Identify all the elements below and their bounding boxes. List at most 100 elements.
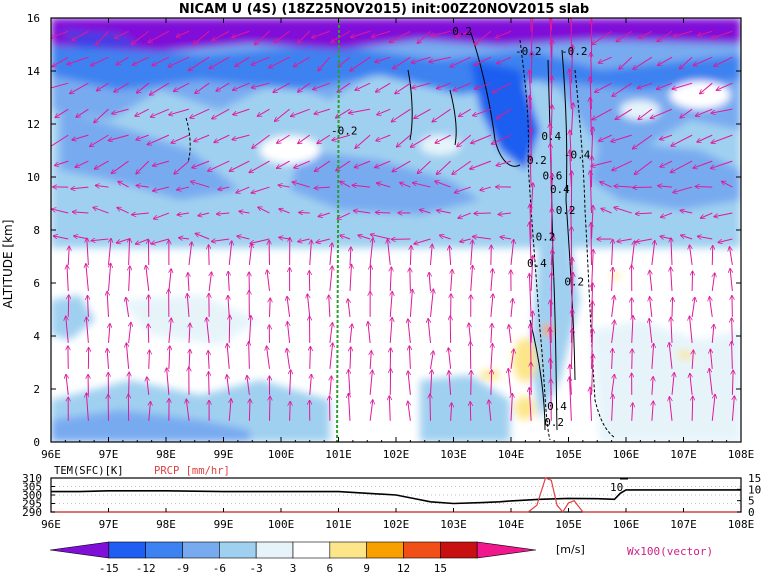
colorbar-swatch — [255, 541, 294, 559]
wind-vector — [227, 375, 229, 395]
wind-vector — [273, 82, 290, 92]
wind-vector — [650, 270, 652, 292]
wind-vector — [658, 56, 673, 65]
wind-vector — [375, 82, 391, 92]
contour-line — [519, 39, 551, 441]
contour-label: 0.2 — [564, 276, 584, 289]
wind-vector — [531, 311, 533, 343]
wind-vector — [390, 317, 392, 343]
wind-vector — [510, 239, 514, 266]
contour-line — [407, 69, 413, 141]
contour-label: 0.2 — [527, 154, 547, 167]
wind-vector — [129, 372, 130, 395]
wind-vector — [700, 82, 713, 94]
wind-vector — [330, 376, 332, 395]
wind-vector — [71, 187, 89, 189]
wind-vector — [430, 394, 431, 421]
wind-vector — [679, 56, 693, 69]
wind-vector — [410, 134, 431, 147]
wind-vector — [408, 371, 410, 395]
wind-vector — [348, 299, 350, 317]
wind-vector — [72, 30, 89, 40]
wind-vector — [206, 317, 210, 343]
y-tick-label-14: 14 — [27, 65, 41, 78]
wind-vector — [340, 235, 351, 240]
wind-vector — [389, 396, 390, 421]
wind-vector — [290, 370, 291, 395]
wind-vector — [355, 82, 371, 90]
wind-vector — [214, 134, 230, 142]
x-tick-label-106E: 106E — [613, 448, 640, 461]
wind-vector — [310, 240, 312, 266]
y-tick-label-10: 10 — [27, 171, 40, 184]
wind-vector — [287, 348, 291, 369]
wind-vector — [74, 236, 89, 240]
wind-vector — [393, 56, 411, 69]
wind-vector — [290, 401, 291, 421]
contour-label: -0.2 — [515, 45, 542, 58]
wind-vector — [249, 160, 270, 173]
wind-vector — [348, 370, 350, 395]
wind-vector — [194, 134, 210, 141]
wind-vector — [72, 134, 89, 140]
wind-vector — [612, 239, 613, 266]
wind-vector — [75, 160, 89, 167]
wind-vector — [307, 294, 309, 317]
wind-vector — [318, 56, 331, 71]
colorbar-swatch — [440, 541, 478, 559]
wind-vector — [569, 377, 571, 421]
wind-vector — [531, 51, 532, 84]
wind-vector — [67, 56, 89, 64]
wind-vector — [91, 239, 109, 241]
wind-vector — [592, 301, 593, 343]
wind-vector — [209, 372, 210, 395]
x-tick-label-108E: 108E — [728, 448, 755, 461]
contour-line — [449, 89, 457, 146]
wind-vector — [370, 370, 372, 395]
wind-vector — [600, 182, 612, 188]
y-tick-label-0: 0 — [33, 436, 40, 449]
wind-vector — [551, 40, 552, 84]
wind-vector — [732, 341, 733, 369]
y-tick-label-6: 6 — [33, 277, 40, 290]
colorbar-tick-label: 9 — [363, 562, 370, 575]
wind-vector — [392, 160, 411, 172]
wind-vector — [337, 212, 351, 219]
wind-vector — [376, 183, 391, 188]
wind-vector — [669, 397, 673, 421]
wind-vector — [318, 212, 331, 217]
contour-label: 0.2 — [452, 25, 472, 38]
wind-vector — [551, 76, 552, 110]
x-tick-label-102E: 102E — [383, 448, 410, 461]
wind-vector — [135, 238, 149, 244]
colorbar-swatch — [292, 541, 331, 559]
surface-x-tick-label: 104E — [498, 518, 525, 531]
wind-vector — [228, 271, 229, 291]
colorbar-tick-label: -12 — [136, 562, 156, 575]
wind-vector — [216, 213, 230, 214]
wind-vector — [51, 30, 69, 38]
wind-vector — [209, 272, 211, 292]
wind-vector — [291, 108, 310, 116]
wind-vector — [114, 82, 129, 92]
wind-vector — [459, 108, 472, 116]
wind-vector — [209, 245, 210, 265]
wind-vector — [376, 134, 391, 141]
wind-vector — [592, 30, 612, 44]
wind-vector — [612, 349, 613, 369]
wind-vector — [109, 324, 110, 343]
wind-vector — [118, 181, 129, 188]
wind-vector — [660, 236, 673, 239]
wind-vector — [680, 108, 693, 118]
wind-vector — [638, 108, 653, 119]
wind-vector — [396, 134, 411, 147]
wind-vector — [592, 283, 593, 317]
wind-vector — [267, 270, 269, 292]
wind-vector — [117, 207, 129, 214]
wind-vector — [616, 30, 633, 41]
wind-vector — [429, 56, 451, 62]
contour-line — [561, 49, 576, 381]
wind-vector — [349, 108, 371, 113]
wind-vector — [52, 56, 69, 67]
x-tick-label-104E: 104E — [498, 448, 525, 461]
